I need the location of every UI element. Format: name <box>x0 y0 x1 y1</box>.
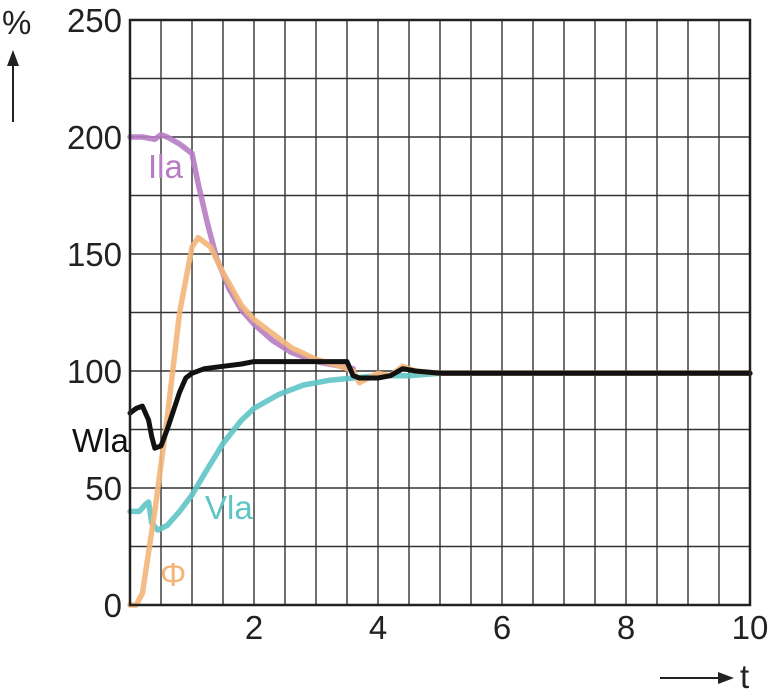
y-tick-label: 200 <box>67 119 122 156</box>
x-tick-label: 2 <box>245 609 263 646</box>
series-label: Ila <box>148 148 184 185</box>
series-line <box>127 131 356 372</box>
y-tick-label: 50 <box>85 470 122 507</box>
x-tick-labels: 2 4 6 8 10 <box>245 609 769 646</box>
x-tick-label: 6 <box>493 609 511 646</box>
y-tick-label: 0 <box>104 587 122 624</box>
x-axis-arrow <box>660 672 734 684</box>
y-tick-labels: 0 50 100 150 200 250 <box>67 2 122 624</box>
series-label: Wla <box>72 422 129 459</box>
series-line <box>127 370 753 533</box>
y-axis-arrow <box>7 50 19 122</box>
series-line <box>127 359 753 451</box>
y-axis-label: % <box>2 4 31 41</box>
x-axis-label: t <box>740 658 749 695</box>
series-label: Vla <box>205 489 253 526</box>
series-label: Φ <box>160 556 186 593</box>
series-labels: Ila Φ Wla Vla <box>72 148 253 593</box>
y-tick-label: 100 <box>67 353 122 390</box>
y-tick-label: 150 <box>67 236 122 273</box>
plot-frame <box>128 18 752 607</box>
series-group <box>127 131 753 608</box>
y-tick-label: 250 <box>67 2 122 39</box>
x-tick-label: 10 <box>732 609 769 646</box>
x-tick-label: 8 <box>617 609 635 646</box>
x-tick-label: 4 <box>369 609 387 646</box>
